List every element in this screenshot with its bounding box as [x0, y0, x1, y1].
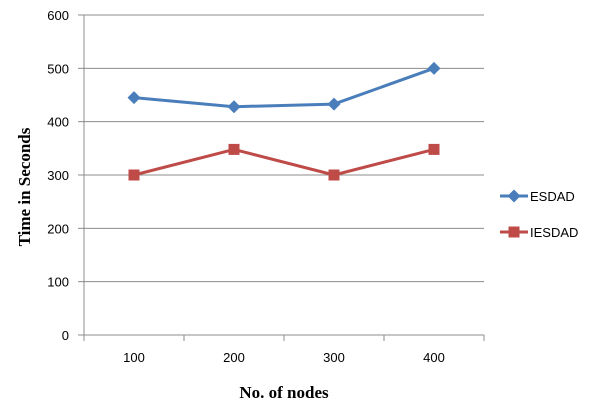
y-tick-label: 0: [62, 328, 69, 343]
legend-item-iesdad: IESDAD: [500, 225, 578, 240]
data-point: [128, 169, 140, 181]
data-point: [228, 143, 240, 155]
legend-marker: [507, 189, 521, 203]
legend: ESDAD IESDAD: [500, 189, 578, 240]
x-axis-title: No. of nodes: [239, 383, 329, 402]
x-tick-label: 100: [123, 350, 145, 365]
series-esdad: [127, 61, 441, 114]
y-tick-label: 100: [47, 275, 69, 290]
data-point: [227, 100, 241, 114]
series-iesdad: [128, 143, 440, 181]
axes: [78, 14, 485, 341]
gridlines: [84, 14, 484, 283]
y-axis-title: Time in Seconds: [15, 127, 34, 246]
y-tick-labels: 0 100 200 300 400 500 600: [47, 8, 69, 343]
y-tick-label: 300: [47, 168, 69, 183]
legend-item-esdad: ESDAD: [500, 189, 575, 204]
legend-marker: [508, 226, 520, 238]
x-tick-label: 300: [323, 350, 345, 365]
data-point: [328, 169, 340, 181]
series-line-iesdad: [133, 147, 435, 177]
x-tick-labels: 100 200 300 400: [123, 350, 445, 365]
series-line-esdad: [133, 66, 435, 109]
legend-label: ESDAD: [530, 189, 575, 204]
data-point: [327, 97, 341, 111]
x-tick-label: 200: [223, 350, 245, 365]
legend-label: IESDAD: [530, 225, 578, 240]
x-tick-label: 400: [423, 350, 445, 365]
y-tick-label: 200: [47, 221, 69, 236]
y-tick-label: 500: [47, 61, 69, 76]
data-point: [427, 61, 441, 75]
series-group: [127, 61, 441, 181]
data-point: [428, 143, 440, 155]
y-tick-label: 600: [47, 8, 69, 23]
y-tick-label: 400: [47, 115, 69, 130]
data-point: [127, 91, 141, 105]
